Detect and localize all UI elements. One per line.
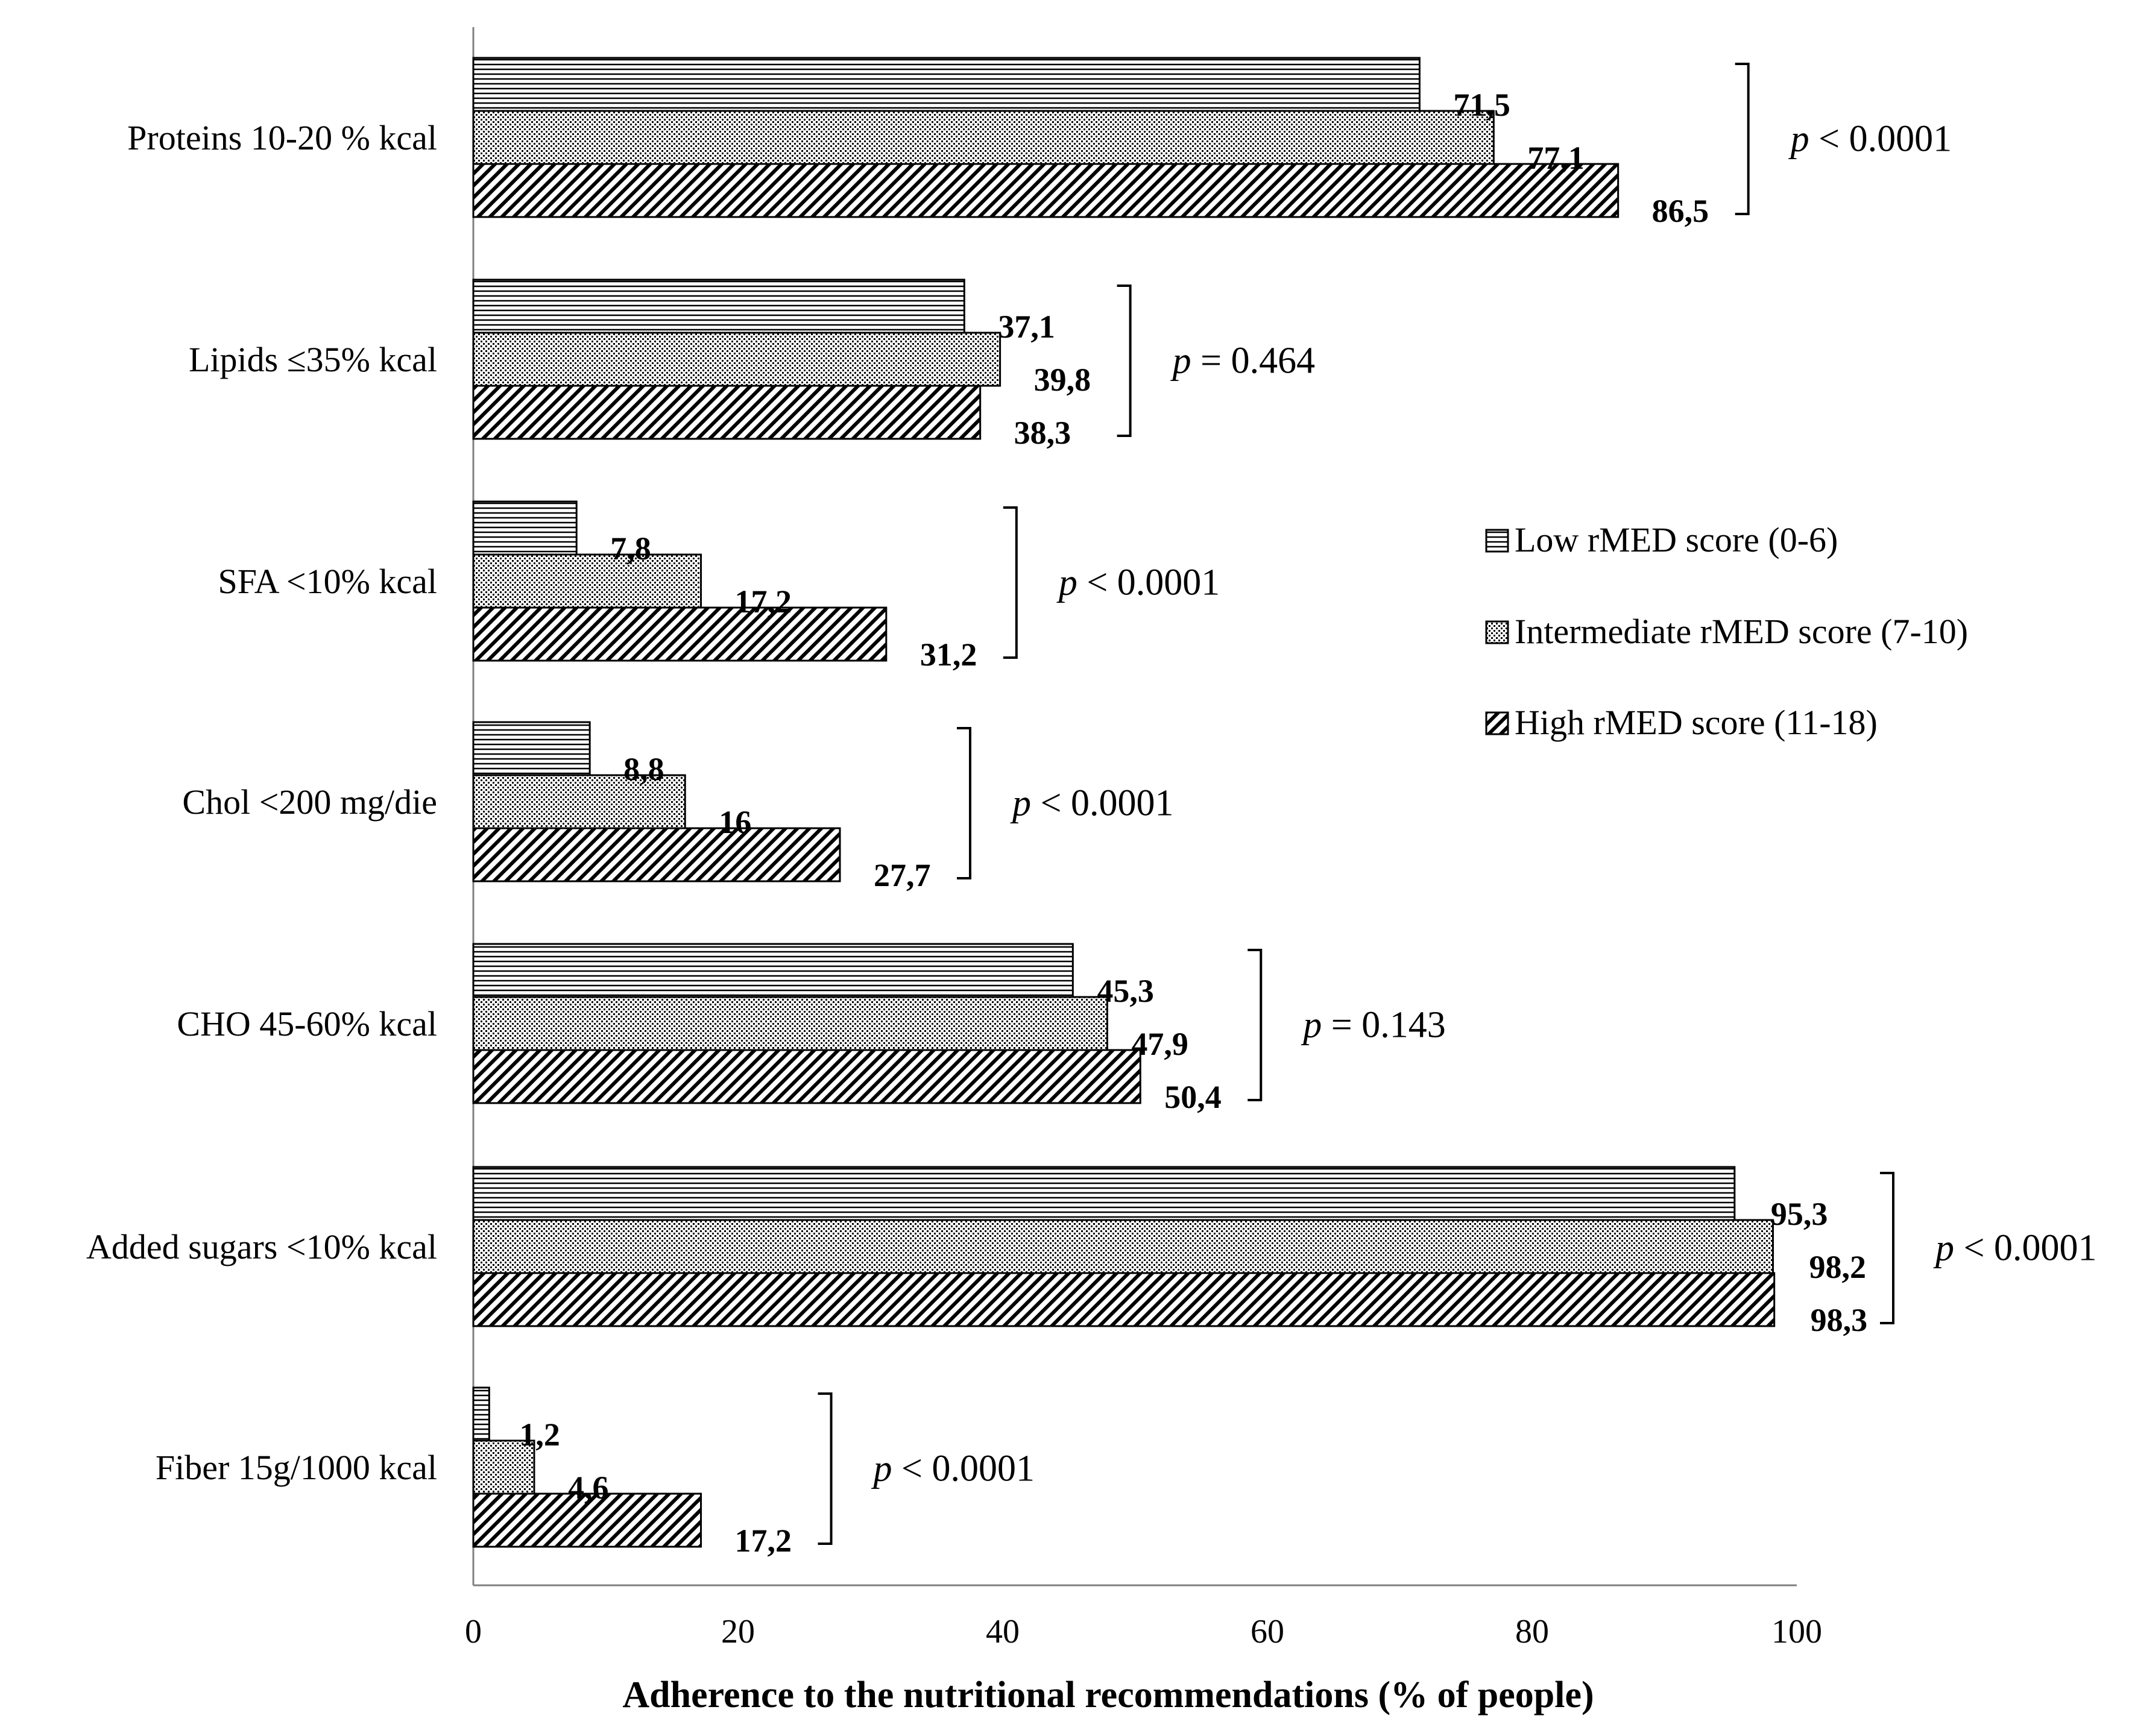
data-label: 17,2 bbox=[735, 583, 792, 620]
data-label: 86,5 bbox=[1652, 193, 1709, 229]
p-value: < 0.0001 bbox=[1954, 1228, 2096, 1269]
bar-horizontal-lines bbox=[472, 721, 591, 776]
legend-label: Intermediate rMED score (7-10) bbox=[1515, 612, 1968, 651]
category-label: Chol <200 mg/die bbox=[182, 782, 437, 822]
data-label: 7,8 bbox=[610, 530, 651, 567]
p-value-label: p = 0.464 bbox=[1170, 341, 1315, 382]
bar-dots bbox=[472, 1219, 1774, 1274]
p-value-label: p < 0.0001 bbox=[871, 1448, 1035, 1489]
bar-horizontal-lines bbox=[472, 278, 965, 334]
bar-diagonal-lines bbox=[472, 1272, 1776, 1327]
bar-diagonal-lines bbox=[472, 827, 841, 882]
data-label: 98,2 bbox=[1809, 1249, 1866, 1285]
x-tick-label: 40 bbox=[986, 1613, 1020, 1650]
p-value-label: p < 0.0001 bbox=[1056, 562, 1220, 603]
data-label: 50,4 bbox=[1164, 1079, 1222, 1115]
category-label: Fiber 15g/1000 kcal bbox=[156, 1448, 437, 1487]
bar-diagonal-lines bbox=[472, 1049, 1141, 1104]
legend-swatch bbox=[1485, 620, 1509, 644]
bar-dots bbox=[472, 553, 702, 609]
data-label: 98,3 bbox=[1811, 1302, 1868, 1338]
bars bbox=[472, 57, 1776, 1548]
x-tick-label: 60 bbox=[1251, 1613, 1284, 1650]
p-value: < 0.0001 bbox=[1809, 119, 1952, 160]
data-label: 71,5 bbox=[1453, 87, 1510, 123]
category-label: Added sugars <10% kcal bbox=[86, 1227, 437, 1266]
data-label: 31,2 bbox=[920, 637, 977, 673]
significance-bracket bbox=[957, 727, 972, 879]
p-value-label: p < 0.0001 bbox=[1788, 119, 1952, 160]
p-symbol: p bbox=[1933, 1228, 1954, 1269]
bar-horizontal-lines bbox=[472, 1166, 1736, 1221]
category-label: CHO 45-60% kcal bbox=[177, 1004, 437, 1043]
bar-horizontal-lines bbox=[472, 500, 578, 556]
category-label: Proteins 10-20 % kcal bbox=[127, 118, 437, 157]
p-value-label: p < 0.0001 bbox=[1010, 783, 1173, 824]
p-value: = 0.464 bbox=[1191, 341, 1315, 382]
p-symbol: p bbox=[871, 1448, 892, 1489]
data-label: 77,1 bbox=[1527, 140, 1585, 176]
bar-diagonal-lines bbox=[472, 1492, 702, 1548]
x-tick-label: 20 bbox=[721, 1613, 755, 1650]
bar-horizontal-lines bbox=[472, 57, 1421, 112]
bar-dots bbox=[472, 774, 686, 829]
p-symbol: p bbox=[1170, 341, 1191, 382]
data-label: 38,3 bbox=[1014, 415, 1071, 451]
x-tick-label: 100 bbox=[1771, 1613, 1822, 1650]
data-label: 17,2 bbox=[735, 1523, 792, 1559]
data-label: 4,6 bbox=[568, 1470, 609, 1506]
data-label: 37,1 bbox=[998, 309, 1055, 345]
significance-bracket bbox=[1117, 285, 1132, 437]
x-axis-title: Adherence to the nutritional recommendat… bbox=[622, 1675, 1594, 1716]
p-symbol: p bbox=[1010, 783, 1031, 824]
significance-bracket bbox=[818, 1392, 833, 1545]
category-label: SFA <10% kcal bbox=[218, 562, 437, 601]
x-tick-label: 0 bbox=[465, 1613, 482, 1650]
bar-diagonal-lines bbox=[472, 163, 1620, 218]
significance-bracket bbox=[1735, 63, 1750, 215]
bar-dots bbox=[472, 110, 1495, 165]
p-value: = 0.143 bbox=[1322, 1005, 1445, 1046]
legend-label: Low rMED score (0-6) bbox=[1515, 520, 1838, 559]
data-label: 8,8 bbox=[623, 751, 664, 787]
bar-dots bbox=[472, 1439, 535, 1495]
legend-swatch bbox=[1485, 711, 1509, 735]
category-label: Lipids ≤35% kcal bbox=[189, 340, 437, 379]
data-label: 39,8 bbox=[1034, 362, 1091, 398]
data-label: 45,3 bbox=[1097, 973, 1154, 1009]
significance-bracket bbox=[1003, 506, 1018, 659]
significance-bracket bbox=[1247, 949, 1263, 1101]
p-value-label: p < 0.0001 bbox=[1933, 1228, 2096, 1269]
data-label: 95,3 bbox=[1771, 1196, 1828, 1232]
data-label: 16 bbox=[719, 804, 751, 840]
p-value: < 0.0001 bbox=[1031, 783, 1173, 824]
p-symbol: p bbox=[1788, 119, 1809, 160]
data-label: 1,2 bbox=[519, 1417, 560, 1453]
legend-swatch bbox=[1485, 529, 1509, 553]
bar-dots bbox=[472, 996, 1108, 1051]
p-symbol: p bbox=[1301, 1005, 1322, 1046]
bar-dots bbox=[472, 332, 1001, 387]
bar-horizontal-lines bbox=[472, 1386, 490, 1442]
p-symbol: p bbox=[1056, 562, 1077, 603]
legend: Low rMED score (0-6) Intermediate rMED sc… bbox=[1485, 520, 1968, 742]
p-value: < 0.0001 bbox=[1077, 562, 1220, 603]
p-value: < 0.0001 bbox=[892, 1448, 1035, 1489]
data-label: 27,7 bbox=[874, 857, 931, 893]
p-value-label: p = 0.143 bbox=[1301, 1005, 1445, 1046]
data-label: 47,9 bbox=[1131, 1026, 1188, 1062]
legend-label: High rMED score (11-18) bbox=[1515, 703, 1878, 742]
data-labels: 71,5 77,1 86,5 37,1 39,8 38,3 7,8 17,2 31,2 8,8 16… bbox=[519, 87, 1867, 1559]
bar-diagonal-lines bbox=[472, 606, 888, 662]
category-labels: Proteins 10-20 % kcal Lipids ≤35% kcal SFA… bbox=[86, 118, 437, 1487]
bar-horizontal-lines bbox=[472, 943, 1074, 998]
x-tick-label: 80 bbox=[1515, 1613, 1549, 1650]
significance-bracket bbox=[1880, 1172, 1894, 1324]
bar-diagonal-lines bbox=[472, 385, 982, 440]
